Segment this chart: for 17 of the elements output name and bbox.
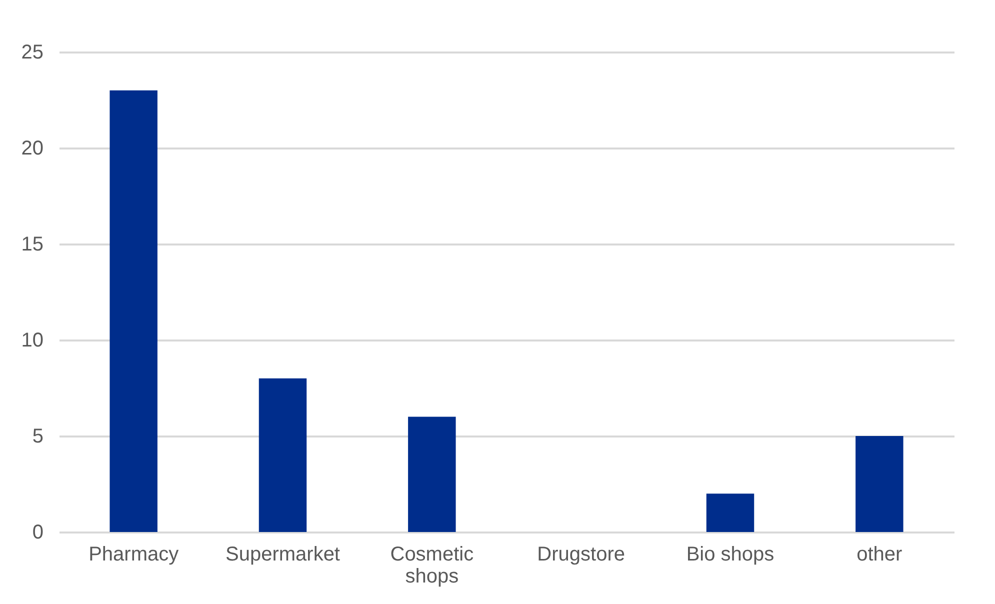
- x-tick-label: Drugstore: [537, 544, 625, 566]
- x-tick-label: other: [856, 544, 903, 566]
- x-tick-label: Cosmetic shops: [390, 544, 474, 588]
- x-tick-label: Bio shops: [686, 544, 774, 566]
- y-tick-label: 10: [21, 330, 44, 352]
- y-tick-label: 5: [32, 426, 44, 448]
- x-tick-label: Pharmacy: [88, 544, 179, 566]
- bar: [706, 494, 754, 532]
- bar: [258, 378, 307, 532]
- y-tick-label: 20: [21, 138, 44, 160]
- bar: [856, 436, 904, 532]
- y-tick-label: 25: [21, 42, 44, 64]
- y-tick-label: 0: [32, 522, 44, 544]
- bar: [110, 90, 158, 532]
- bar: [408, 416, 456, 532]
- x-tick-label: Supermarket: [226, 544, 340, 566]
- y-tick-label: 15: [21, 234, 44, 256]
